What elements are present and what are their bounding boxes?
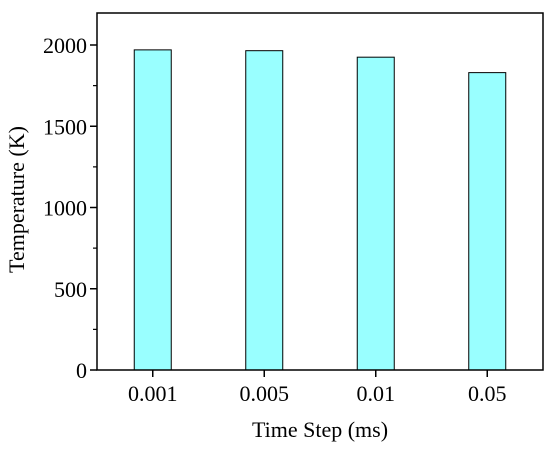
x-axis-title: Time Step (ms) (252, 417, 388, 442)
bar-0.005 (245, 50, 284, 371)
y-tick-label: 1500 (43, 114, 87, 139)
bars-layer (133, 49, 507, 371)
x-tick-label: 0.05 (468, 381, 507, 406)
y-tick-label: 500 (54, 277, 87, 302)
bar-0.01 (356, 56, 395, 371)
x-tick-label: 0.001 (128, 381, 178, 406)
x-tick-label: 0.01 (357, 381, 396, 406)
x-tick-label: 0.005 (240, 381, 290, 406)
y-axis-title: Temperature (K) (4, 126, 29, 273)
ticks-layer: 0.001 0.005 0.01 0.05 0 500 1000 1500 2000 (43, 33, 507, 406)
plot-frame (96, 12, 544, 371)
bar-0.05 (468, 72, 507, 371)
y-tick-label: 2000 (43, 33, 87, 58)
y-tick-label: 0 (76, 358, 87, 383)
y-tick-label: 1000 (43, 196, 87, 221)
bar-0.001 (133, 49, 172, 371)
